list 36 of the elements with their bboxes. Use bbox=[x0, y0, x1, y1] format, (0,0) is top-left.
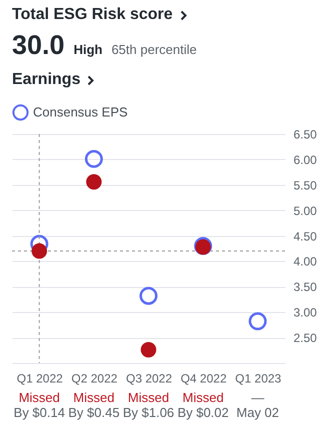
point bbox=[248, 312, 267, 330]
y-tick-label: 4.00 bbox=[294, 254, 318, 269]
y-tick-label: 3.50 bbox=[294, 280, 318, 294]
y-tick-label: 6.00 bbox=[294, 152, 318, 167]
y-tick-label: 5.50 bbox=[294, 178, 318, 192]
text: High bbox=[74, 42, 102, 57]
point bbox=[84, 150, 103, 168]
y-tick-label: 2.50 bbox=[294, 331, 318, 346]
legend-label: Consensus EPS bbox=[33, 104, 128, 120]
x-tick-label: Q4 2022 bbox=[180, 372, 227, 386]
x-tick-label: Q3 2022 bbox=[126, 372, 172, 386]
text: May 02 bbox=[236, 405, 280, 420]
text: 30.0 bbox=[12, 30, 65, 61]
text: By $0.14 bbox=[14, 405, 65, 420]
chart-title: Earnings bbox=[12, 71, 80, 89]
text: By $0.02 bbox=[177, 405, 229, 420]
text: By $1.06 bbox=[122, 405, 174, 420]
text: — bbox=[251, 390, 264, 405]
text: 65th percentile bbox=[111, 42, 197, 57]
x-tick-label: Q2 2022 bbox=[71, 372, 118, 386]
point bbox=[140, 342, 156, 358]
text: Missed bbox=[73, 390, 114, 405]
y-tick-label: 4.50 bbox=[294, 229, 318, 244]
point bbox=[140, 286, 158, 305]
text: Total ESG Risk score bbox=[12, 6, 173, 24]
text: By $0.45 bbox=[68, 405, 120, 420]
x-tick-label: Q1 2022 bbox=[16, 372, 64, 386]
text: Missed bbox=[18, 390, 60, 405]
point bbox=[86, 174, 102, 190]
x-tick-label: Q1 2023 bbox=[235, 372, 282, 386]
text: Missed bbox=[128, 390, 170, 405]
y-tick-label: 3.00 bbox=[294, 306, 318, 320]
y-tick-label: 5.00 bbox=[294, 204, 318, 218]
text: Missed bbox=[182, 390, 224, 405]
y-tick-label: 6.50 bbox=[294, 128, 318, 142]
point bbox=[32, 243, 48, 259]
